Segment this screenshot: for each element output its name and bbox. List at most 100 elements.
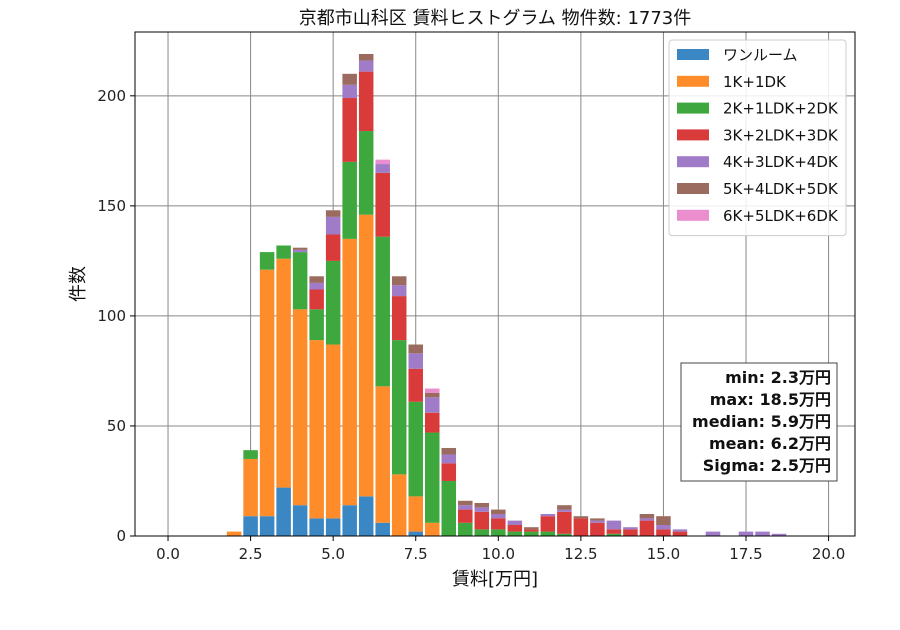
bar-segment: [540, 531, 556, 536]
bar-segment: [590, 522, 605, 536]
bar-segment: [292, 505, 308, 536]
bar-segment: [424, 522, 440, 536]
y-axis-label: 件数: [68, 266, 89, 302]
bar-segment: [507, 520, 523, 525]
bar-segment: [342, 98, 357, 162]
bar-segment: [458, 500, 473, 506]
bar-segment: [358, 131, 374, 215]
legend: ワンルーム 1K+1DK 2K+1LDK+2DK 3K+2LDK+3DK 4K+3LDK…: [668, 39, 847, 237]
legend-swatch: [677, 102, 709, 114]
legend-swatch: [677, 75, 709, 87]
bar-segment: [276, 258, 291, 488]
legend-label: 3K+2LDK+3DK: [723, 126, 839, 144]
legend-label: 4K+3LDK+4DK: [723, 153, 839, 171]
x-tick-label: 7.5: [404, 545, 428, 563]
bar-segment: [358, 214, 374, 497]
bar-segment: [524, 527, 539, 530]
bar-segment: [309, 340, 324, 519]
bar-segment: [342, 84, 357, 99]
x-axis-label: 賃料[万円]: [452, 569, 538, 590]
bar-segment: [259, 269, 275, 517]
x-tick-label: 0.0: [156, 545, 180, 563]
bar-segment: [557, 509, 572, 512]
y-tick-label: 150: [97, 197, 126, 215]
bar-segment: [408, 353, 423, 369]
bar-segment: [325, 234, 341, 261]
bar-segment: [424, 412, 440, 433]
bar-segment: [243, 458, 258, 517]
bar-segment: [507, 524, 523, 532]
bar-segment: [243, 450, 258, 459]
bar-segment: [672, 531, 688, 536]
x-tick-label: 20.0: [812, 545, 845, 563]
bar-segment: [441, 447, 457, 455]
bar-segment: [325, 518, 341, 536]
bar-segment: [408, 401, 423, 497]
stats-mean: mean: 6.2万円: [709, 434, 831, 453]
y-tick-label: 0: [116, 527, 126, 545]
bar-segment: [474, 502, 490, 508]
legend-label: ワンルーム: [723, 46, 798, 64]
bar-segment: [424, 388, 440, 393]
bar-segment: [358, 54, 374, 61]
bar-segment: [292, 252, 308, 310]
bar-segment: [672, 529, 688, 532]
bar-segment: [342, 238, 357, 506]
stats-median: median: 5.9万円: [692, 412, 831, 431]
bar-segment: [276, 487, 291, 536]
x-tick-label: 12.5: [564, 545, 597, 563]
bar-segment: [375, 522, 390, 536]
bar-segment: [424, 392, 440, 398]
bar-segment: [441, 454, 457, 464]
bar-segment: [292, 247, 308, 250]
bar-segment: [325, 344, 341, 519]
legend-swatch: [677, 183, 709, 194]
bar-segment: [656, 529, 671, 536]
bar-segment: [639, 520, 655, 536]
bar-segment: [524, 529, 539, 532]
bar-segment: [375, 386, 390, 523]
bar-segment: [491, 509, 506, 514]
bar-segment: [276, 245, 291, 259]
bar-segment: [639, 518, 655, 521]
stats-min: min: 2.3万円: [725, 368, 831, 387]
legend-label: 5K+4LDK+5DK: [723, 180, 839, 198]
bar-segment: [540, 516, 556, 532]
legend-swatch: [677, 156, 709, 168]
bar-segment: [292, 249, 308, 253]
bar-segment: [639, 513, 655, 519]
bar-segment: [358, 60, 374, 72]
x-tick-label: 10.0: [482, 545, 515, 563]
bar-segment: [458, 509, 473, 523]
bar-segment: [606, 520, 622, 530]
y-tick-label: 50: [107, 417, 126, 435]
bar-segment: [656, 516, 671, 525]
bar-segment: [458, 505, 473, 510]
y-tick-label: 100: [97, 307, 126, 325]
legend-swatch: [677, 49, 709, 60]
legend-label: 2K+1LDK+2DK: [723, 100, 839, 118]
bar-segment: [491, 529, 506, 536]
bar-segment: [309, 276, 324, 283]
bar-segment: [458, 522, 473, 536]
bar-segment: [623, 527, 638, 530]
x-tick-label: 5.0: [321, 545, 345, 563]
bar-segment: [738, 531, 754, 536]
bar-segment: [375, 159, 390, 165]
bar-segment: [557, 511, 572, 534]
bar-segment: [606, 529, 622, 534]
bar-segment: [375, 172, 390, 237]
stats-max: max: 18.5万円: [710, 390, 831, 409]
stats-box: min: 2.3万円 max: 18.5万円 median: 5.9万円 mean: …: [680, 362, 838, 482]
bar-segment: [226, 531, 242, 536]
stats-sigma: Sigma: 2.5万円: [703, 456, 831, 475]
bar-segment: [325, 216, 341, 235]
bar-segment: [408, 496, 423, 532]
bar-segment: [259, 516, 275, 536]
bar-segment: [309, 282, 324, 290]
bar-segment: [573, 518, 589, 536]
bar-segment: [424, 397, 440, 413]
bar-segment: [491, 518, 506, 530]
bar-segment: [408, 531, 423, 536]
legend-swatch: [677, 209, 709, 221]
